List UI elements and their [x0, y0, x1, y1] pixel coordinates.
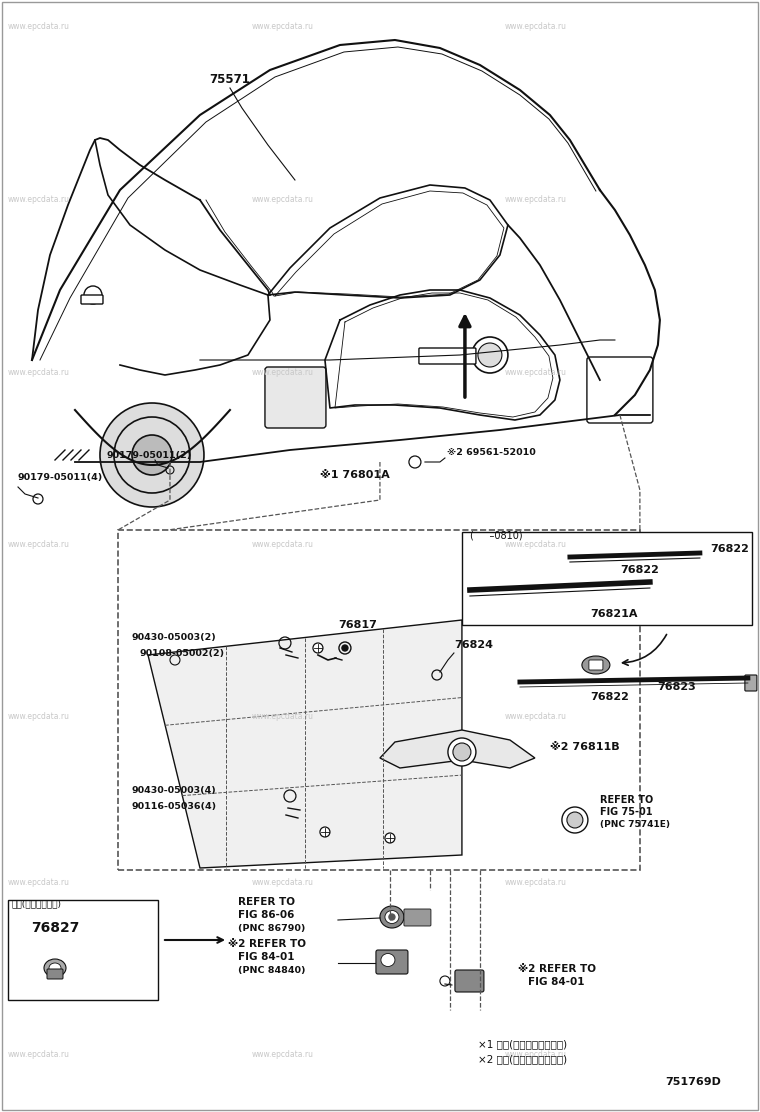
FancyBboxPatch shape	[462, 532, 752, 625]
Text: 76827: 76827	[31, 921, 79, 935]
Text: ※2 REFER TO: ※2 REFER TO	[228, 939, 306, 949]
Circle shape	[472, 337, 508, 373]
Text: 90430-05003(2): 90430-05003(2)	[132, 633, 217, 642]
Text: (     –0810): ( –0810)	[470, 530, 523, 540]
Circle shape	[385, 833, 395, 843]
Text: 75571: 75571	[210, 73, 250, 86]
FancyBboxPatch shape	[587, 357, 653, 423]
Text: 90430-05003(4): 90430-05003(4)	[132, 786, 217, 795]
Text: ※2 76811B: ※2 76811B	[550, 742, 619, 752]
Text: 無し(バックモニタ): 無し(バックモニタ)	[12, 898, 62, 909]
FancyBboxPatch shape	[118, 530, 640, 870]
Circle shape	[100, 403, 204, 507]
FancyBboxPatch shape	[47, 969, 63, 979]
Text: www.epcdata.ru: www.epcdata.ru	[8, 540, 70, 549]
Text: 90116-05036(4): 90116-05036(4)	[132, 802, 217, 811]
Circle shape	[342, 645, 348, 651]
Text: www.epcdata.ru: www.epcdata.ru	[252, 368, 314, 377]
Text: 76821A: 76821A	[590, 609, 638, 619]
Text: ×2 有り(スマートエントリ): ×2 有り(スマートエントリ)	[478, 1054, 567, 1064]
Ellipse shape	[381, 953, 395, 966]
Text: www.epcdata.ru: www.epcdata.ru	[252, 540, 314, 549]
Ellipse shape	[380, 906, 404, 929]
Circle shape	[132, 435, 172, 475]
Text: www.epcdata.ru: www.epcdata.ru	[505, 712, 567, 721]
Ellipse shape	[385, 911, 399, 923]
Text: 90108-05002(2): 90108-05002(2)	[140, 649, 225, 658]
Text: 751769D: 751769D	[665, 1078, 720, 1088]
Text: www.epcdata.ru: www.epcdata.ru	[505, 195, 567, 203]
Text: www.epcdata.ru: www.epcdata.ru	[8, 195, 70, 203]
Polygon shape	[380, 729, 535, 768]
Text: www.epcdata.ru: www.epcdata.ru	[505, 368, 567, 377]
Circle shape	[567, 812, 583, 828]
Text: 76822: 76822	[620, 565, 659, 575]
Text: ※2 69561-52010: ※2 69561-52010	[447, 448, 536, 457]
Circle shape	[562, 807, 588, 833]
Text: FIG 86-06: FIG 86-06	[238, 910, 294, 920]
Text: www.epcdata.ru: www.epcdata.ru	[252, 195, 314, 203]
Text: (PNC 75741E): (PNC 75741E)	[600, 820, 670, 830]
Text: www.epcdata.ru: www.epcdata.ru	[252, 1050, 314, 1059]
Text: www.epcdata.ru: www.epcdata.ru	[505, 22, 567, 31]
Text: REFER TO: REFER TO	[600, 795, 653, 805]
Ellipse shape	[49, 963, 61, 973]
Text: www.epcdata.ru: www.epcdata.ru	[505, 1050, 567, 1059]
Text: ×1 無し(スマートエントリ): ×1 無し(スマートエントリ)	[478, 1039, 567, 1049]
FancyBboxPatch shape	[376, 950, 408, 974]
Text: 76822: 76822	[710, 544, 749, 554]
FancyBboxPatch shape	[81, 295, 103, 304]
FancyBboxPatch shape	[8, 900, 158, 1000]
Text: 76817: 76817	[338, 620, 377, 631]
Text: www.epcdata.ru: www.epcdata.ru	[252, 22, 314, 31]
Text: www.epcdata.ru: www.epcdata.ru	[252, 712, 314, 721]
FancyBboxPatch shape	[419, 348, 476, 364]
Text: 76823: 76823	[657, 682, 695, 692]
Text: www.epcdata.ru: www.epcdata.ru	[505, 878, 567, 887]
Text: 76822: 76822	[590, 692, 629, 702]
Text: www.epcdata.ru: www.epcdata.ru	[252, 878, 314, 887]
FancyBboxPatch shape	[404, 909, 431, 926]
FancyBboxPatch shape	[265, 367, 326, 428]
Text: REFER TO: REFER TO	[238, 897, 295, 907]
Text: FIG 84-01: FIG 84-01	[238, 952, 294, 962]
Circle shape	[448, 738, 476, 766]
Text: www.epcdata.ru: www.epcdata.ru	[8, 712, 70, 721]
Ellipse shape	[44, 959, 66, 977]
FancyBboxPatch shape	[455, 970, 484, 992]
Circle shape	[478, 342, 502, 367]
Ellipse shape	[389, 914, 395, 920]
Text: ※1 76801A: ※1 76801A	[320, 470, 390, 480]
Text: FIG 84-01: FIG 84-01	[528, 977, 584, 987]
Circle shape	[320, 827, 330, 837]
Text: www.epcdata.ru: www.epcdata.ru	[8, 1050, 70, 1059]
Text: www.epcdata.ru: www.epcdata.ru	[8, 22, 70, 31]
Text: www.epcdata.ru: www.epcdata.ru	[8, 368, 70, 377]
Text: 90179-05011(4): 90179-05011(4)	[18, 473, 103, 481]
Text: 90179-05011(2): 90179-05011(2)	[107, 451, 192, 460]
Text: www.epcdata.ru: www.epcdata.ru	[8, 878, 70, 887]
FancyBboxPatch shape	[745, 675, 757, 691]
Text: ※2 REFER TO: ※2 REFER TO	[518, 964, 596, 974]
Text: FIG 75-01: FIG 75-01	[600, 807, 652, 817]
Ellipse shape	[582, 656, 610, 674]
Circle shape	[453, 743, 471, 761]
Text: 76824: 76824	[454, 641, 493, 651]
Circle shape	[313, 643, 323, 653]
FancyBboxPatch shape	[589, 661, 603, 671]
Text: www.epcdata.ru: www.epcdata.ru	[505, 540, 567, 549]
Text: (PNC 84840): (PNC 84840)	[238, 966, 306, 975]
Polygon shape	[148, 620, 462, 868]
Text: (PNC 86790): (PNC 86790)	[238, 924, 306, 933]
